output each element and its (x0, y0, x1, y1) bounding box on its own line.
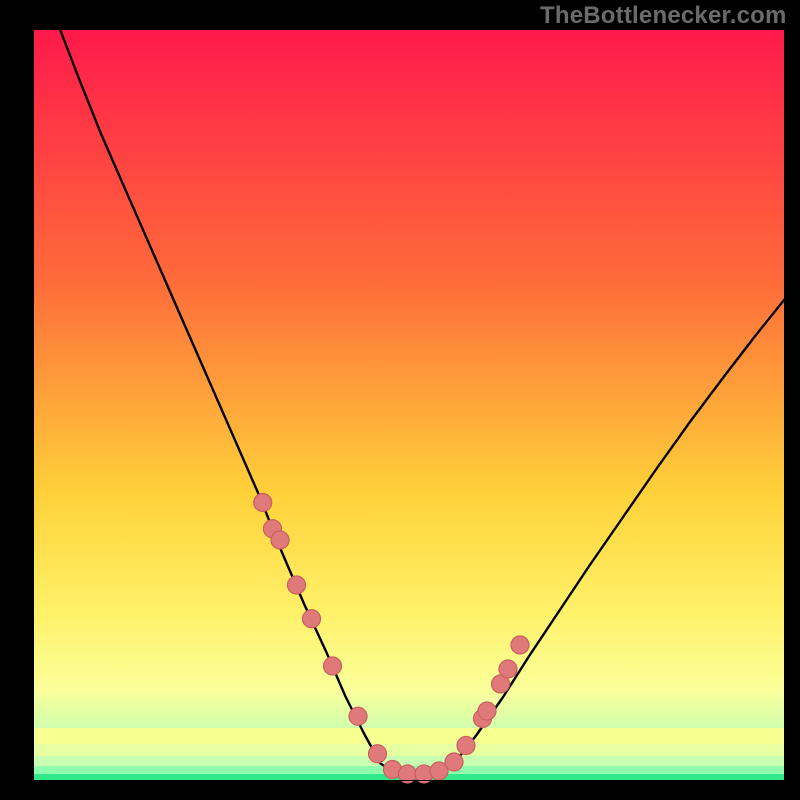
data-point (457, 737, 475, 755)
plot-border (34, 30, 785, 781)
chart-frame: TheBottlenecker.com (0, 0, 800, 800)
gradient-band (34, 728, 784, 744)
data-point (324, 657, 342, 675)
data-point (349, 707, 367, 725)
data-point (288, 576, 306, 594)
bottleneck-curve (60, 30, 784, 776)
chart-overlay (0, 0, 800, 800)
gradient-band (34, 756, 784, 766)
data-point (445, 753, 463, 771)
data-point (369, 745, 387, 763)
data-point (499, 660, 517, 678)
data-point (303, 610, 321, 628)
data-point (478, 702, 496, 720)
data-point (254, 494, 272, 512)
data-point (511, 636, 529, 654)
data-point (271, 531, 289, 549)
gradient-band (34, 744, 784, 756)
